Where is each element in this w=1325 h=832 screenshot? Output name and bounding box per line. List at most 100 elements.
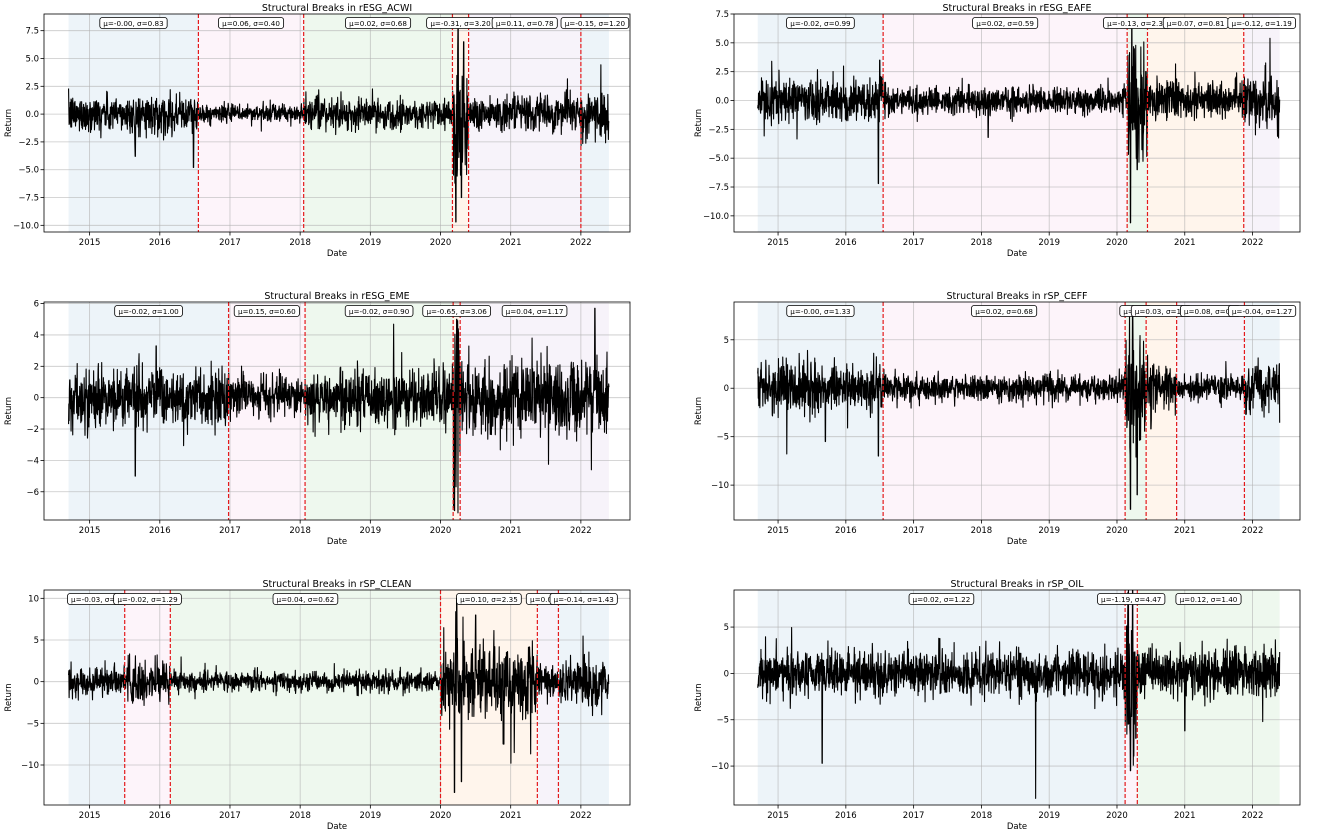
- x-tick-label: 2018: [971, 238, 993, 248]
- y-tick-label: −10.0: [703, 212, 729, 222]
- regime-shading: [558, 590, 609, 805]
- regime-shading: [757, 302, 884, 520]
- y-axis-label: Return: [4, 109, 14, 137]
- y-axis-label: Return: [694, 397, 704, 425]
- y-tick-label: 5: [724, 623, 729, 633]
- regime-shading: [228, 302, 306, 520]
- segment-label: μ=-0.02, σ=1.00: [114, 305, 183, 317]
- segment-label-box: [786, 17, 855, 29]
- regime-shading: [1137, 590, 1280, 805]
- x-tick-label: 2021: [1174, 811, 1196, 821]
- segment-label-text: μ=0.02, σ=0.59: [976, 19, 1034, 28]
- segment-label: μ=-1.19, σ=4.47: [1097, 593, 1166, 605]
- y-tick-label: −5: [716, 433, 729, 443]
- x-axis-label: Date: [327, 537, 347, 547]
- y-tick-label: 4: [34, 331, 39, 341]
- segment-label-text: μ=-0.12, σ=1.19: [1232, 19, 1293, 28]
- y-tick-label: 2: [34, 362, 39, 372]
- axes-frame: [43, 13, 631, 233]
- segment-label-box: [491, 17, 558, 29]
- segment-label-text: μ=-1.19, σ=4.47: [1101, 595, 1161, 604]
- segment-label-box: [549, 593, 618, 605]
- y-tick-label: 0: [724, 669, 729, 679]
- x-tick-label: 2016: [835, 238, 857, 248]
- segment-label-text: μ=0.15, σ=0.60: [238, 307, 296, 316]
- return-series-line: [68, 307, 610, 514]
- x-tick-label: 2020: [1106, 811, 1128, 821]
- y-tick-label: 0: [724, 384, 729, 394]
- x-tick-label: 2019: [360, 526, 382, 536]
- x-tick-label: 2015: [767, 526, 789, 536]
- y-tick-label: −5.0: [708, 154, 729, 164]
- segment-label-text: μ=0.02, σ=0.68: [975, 307, 1033, 316]
- segment-label-text: μ=0.02, σ=0.68: [349, 19, 407, 28]
- segment-label: μ=0.02, σ=0.59: [972, 17, 1039, 29]
- x-tick-label: 2019: [360, 811, 382, 821]
- y-tick-label: 0.0: [25, 110, 39, 120]
- segment-label: μ=0.11, σ=0.78: [491, 17, 558, 29]
- y-tick-label: 5.0: [25, 54, 39, 64]
- x-tick-label: 2021: [500, 811, 522, 821]
- return-series-line: [757, 305, 1281, 510]
- y-tick-label: 2.5: [25, 82, 39, 92]
- x-tick-label: 2020: [1106, 526, 1128, 536]
- x-axis-label: Date: [327, 822, 347, 832]
- segment-label-text: μ=0.04, σ=0.62: [277, 595, 335, 604]
- segment-label-box: [344, 305, 414, 317]
- chart-panel-2: μ=-0.02, σ=0.99 μ=0.02, σ=0.59 μ=-0.13, σ=…: [694, 3, 1301, 259]
- y-tick-label: −10.0: [13, 221, 39, 231]
- segment-label: μ=-0.02, σ=1.29: [113, 593, 182, 605]
- x-tick-label: 2017: [219, 526, 241, 536]
- x-tick-label: 2019: [1038, 526, 1060, 536]
- x-tick-label: 2015: [79, 811, 101, 821]
- segment-label: μ=0.04, σ=0.62: [272, 593, 339, 605]
- x-tick-label: 2019: [360, 238, 382, 248]
- segment-label: μ=-0.02, σ=0.99: [786, 17, 855, 29]
- x-tick-label: 2018: [289, 238, 311, 248]
- segment-label-box: [560, 17, 630, 29]
- segment-label-text: μ=-0.02, σ=0.99: [790, 19, 851, 28]
- segment-label-text: μ=0.02, σ=1.22: [913, 595, 971, 604]
- segment-label-box: [114, 305, 183, 317]
- segment-label-box: [1175, 593, 1242, 605]
- regime-shading: [1147, 14, 1244, 232]
- x-axis-label: Date: [1007, 249, 1027, 259]
- segment-label-text: μ=-0.03, σ=0.: [71, 595, 122, 604]
- segment-label-box: [908, 593, 975, 605]
- y-axis-label: Return: [694, 683, 704, 711]
- segment-label-text: μ=-0.02, σ=1.29: [117, 595, 178, 604]
- x-tick-label: 2016: [835, 811, 857, 821]
- y-tick-label: 7.5: [715, 10, 729, 20]
- x-tick-label: 2022: [570, 811, 592, 821]
- x-tick-label: 2016: [149, 526, 171, 536]
- segment-label-box: [113, 593, 182, 605]
- segment-label-text: μ=-0.02, σ=0.90: [349, 307, 410, 316]
- x-tick-label: 2018: [289, 811, 311, 821]
- chart-panel-5: μ=-0.03, σ=0.μ=-0.02, σ=1.29 μ=0.04, σ=0.…: [4, 579, 631, 832]
- segment-label: μ=-0.65, σ=3.06: [422, 305, 491, 317]
- segment-label-box: [99, 17, 168, 29]
- y-tick-label: −10: [711, 481, 729, 491]
- y-tick-label: 0: [34, 678, 39, 688]
- chart-title: Structural Breaks in rESG_ACWI: [262, 3, 412, 14]
- segment-label: μ=0.02, σ=1.22: [908, 593, 975, 605]
- x-tick-label: 2018: [971, 811, 993, 821]
- segment-label-box: [272, 593, 339, 605]
- segment-label: μ=-0.00, σ=1.33: [786, 305, 855, 317]
- segment-label-box: [501, 305, 568, 317]
- x-tick-label: 2017: [219, 238, 241, 248]
- segment-label: μ=-0.12, σ=1.19: [1227, 17, 1296, 29]
- chart-panel-1: μ=-0.00, σ=0.83 μ=0.06, σ=0.40 μ=0.02, σ=0…: [4, 3, 631, 259]
- y-tick-label: 5.0: [715, 39, 729, 49]
- segment-label-box: [1097, 593, 1166, 605]
- segment-label-text: μ=0.11, σ=0.78: [496, 19, 554, 28]
- x-tick-label: 2022: [570, 238, 592, 248]
- segment-label: μ=0.02, σ=0.68: [971, 305, 1038, 317]
- segment-label: μ=0.02, σ=0.68: [345, 17, 412, 29]
- segment-label: μ=0.07, σ=0.81: [1162, 17, 1229, 29]
- segment-label: μ=-0.00, σ=0.83: [99, 17, 168, 29]
- regime-shading: [757, 590, 1126, 805]
- segment-label-text: μ=-0.13, σ=2.36: [1107, 19, 1168, 28]
- x-tick-label: 2020: [1106, 238, 1128, 248]
